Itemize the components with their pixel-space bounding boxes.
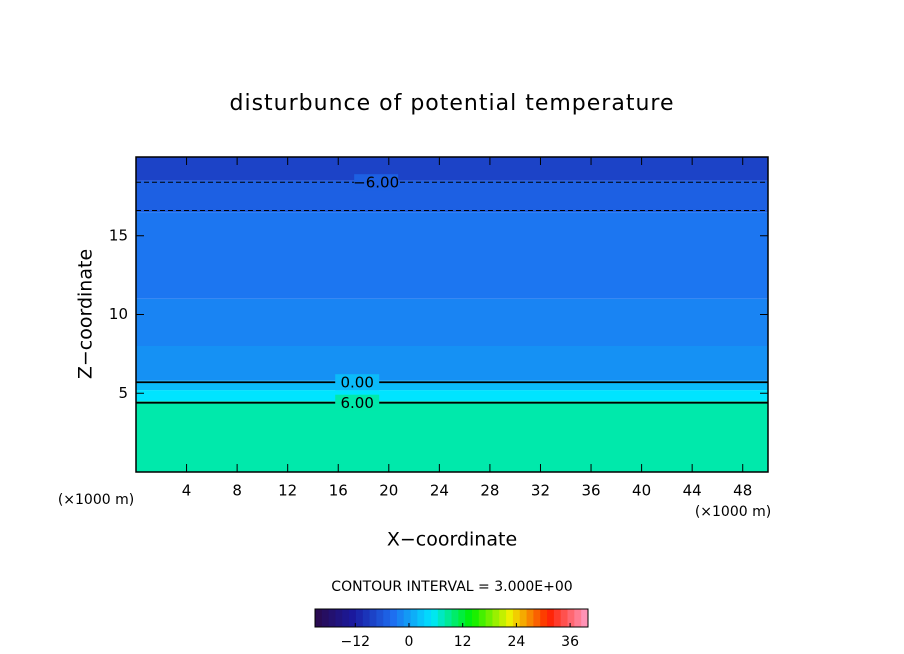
colorbar-swatch (560, 609, 569, 627)
colorbar-swatch (499, 609, 507, 627)
colorbar-swatch (512, 609, 521, 627)
colorbar-swatch (396, 609, 405, 627)
colorbar-swatch (547, 609, 555, 627)
x-tick-label: 40 (632, 482, 651, 500)
contour-band (136, 157, 768, 181)
x-unit-label: (×1000 m) (695, 504, 771, 520)
contour-band (136, 390, 768, 402)
colorbar-swatch (519, 609, 528, 627)
contour-band (136, 401, 768, 472)
chart-title: disturbunce of potential temperature (230, 91, 675, 116)
colorbar-swatch (403, 609, 412, 627)
contour-label: 6.00 (340, 394, 373, 412)
x-tick-label: 8 (232, 482, 242, 500)
contour-label: 0.00 (340, 374, 373, 392)
contour-band (136, 346, 768, 381)
colorbar-tick-label: −12 (341, 634, 371, 650)
contour-label-bg (335, 374, 380, 391)
colorbar-swatch (424, 609, 432, 627)
contour-label-bg (335, 394, 380, 411)
colorbar-swatch (553, 609, 562, 627)
colorbar-swatch (581, 609, 589, 627)
colorbar-swatch (410, 609, 418, 627)
colorbar-swatch (390, 609, 398, 627)
contour-band (136, 212, 768, 299)
colorbar-swatch (417, 609, 425, 627)
colorbar-swatch (444, 609, 452, 627)
contour-band (136, 380, 768, 391)
colorbar-swatch (574, 609, 582, 627)
x-tick-label: 24 (430, 482, 449, 500)
x-axis-label: X−coordinate (387, 529, 517, 551)
colorbar-swatch (335, 609, 343, 627)
colorbar-swatch (451, 609, 459, 627)
colorbar-swatch (315, 609, 323, 627)
colorbar-swatch (533, 609, 541, 627)
colorbar-swatch (328, 609, 336, 627)
colorbar-tick-label: 36 (561, 634, 579, 650)
x-tick-label: 48 (733, 482, 752, 500)
y-tick-label: 10 (109, 305, 128, 323)
colorbar-tick-label: 0 (405, 634, 414, 650)
y-unit-label: (×1000 m) (58, 492, 134, 508)
colorbar-swatch (471, 609, 480, 627)
colorbar-swatch (431, 609, 439, 627)
colorbar-tick-label: 12 (454, 634, 472, 650)
colorbar-swatch (437, 609, 446, 627)
contour-band (136, 298, 768, 346)
x-tick-label: 4 (182, 482, 192, 500)
colorbar-swatch (362, 609, 371, 627)
y-tick-label: 5 (118, 384, 128, 402)
colorbar-swatch (478, 609, 487, 627)
colorbar-swatch (526, 609, 534, 627)
colorbar-swatch (369, 609, 377, 627)
x-tick-label: 44 (683, 482, 702, 500)
x-tick-label: 36 (581, 482, 600, 500)
colorbar-swatch (506, 609, 514, 627)
colorbar-swatch (465, 609, 473, 627)
contour-label: −6.00 (353, 174, 399, 192)
colorbar-swatch (383, 609, 391, 627)
colorbar-swatch (458, 609, 466, 627)
contour-band (136, 180, 768, 213)
contour-label-bg (354, 174, 399, 191)
y-axis-label: Z−coordinate (75, 249, 97, 379)
colorbar-swatch (540, 609, 548, 627)
x-tick-label: 32 (531, 482, 550, 500)
colorbar-swatch (492, 609, 500, 627)
x-tick-label: 20 (379, 482, 398, 500)
y-tick-label: 15 (109, 226, 128, 244)
colorbar-swatch (376, 609, 384, 627)
colorbar-frame (314, 608, 589, 628)
colorbar-swatch (349, 609, 357, 627)
x-tick-label: 12 (278, 482, 297, 500)
colorbar-swatch (355, 609, 364, 627)
colorbar-swatch (321, 609, 330, 627)
colorbar-swatch (342, 609, 350, 627)
x-tick-label: 16 (329, 482, 348, 500)
x-tick-label: 28 (480, 482, 499, 500)
subtitle: CONTOUR INTERVAL = 3.000E+00 (331, 579, 572, 595)
colorbar-swatch (485, 609, 493, 627)
colorbar-tick-label: 24 (507, 634, 525, 650)
colorbar-swatch (567, 609, 575, 627)
